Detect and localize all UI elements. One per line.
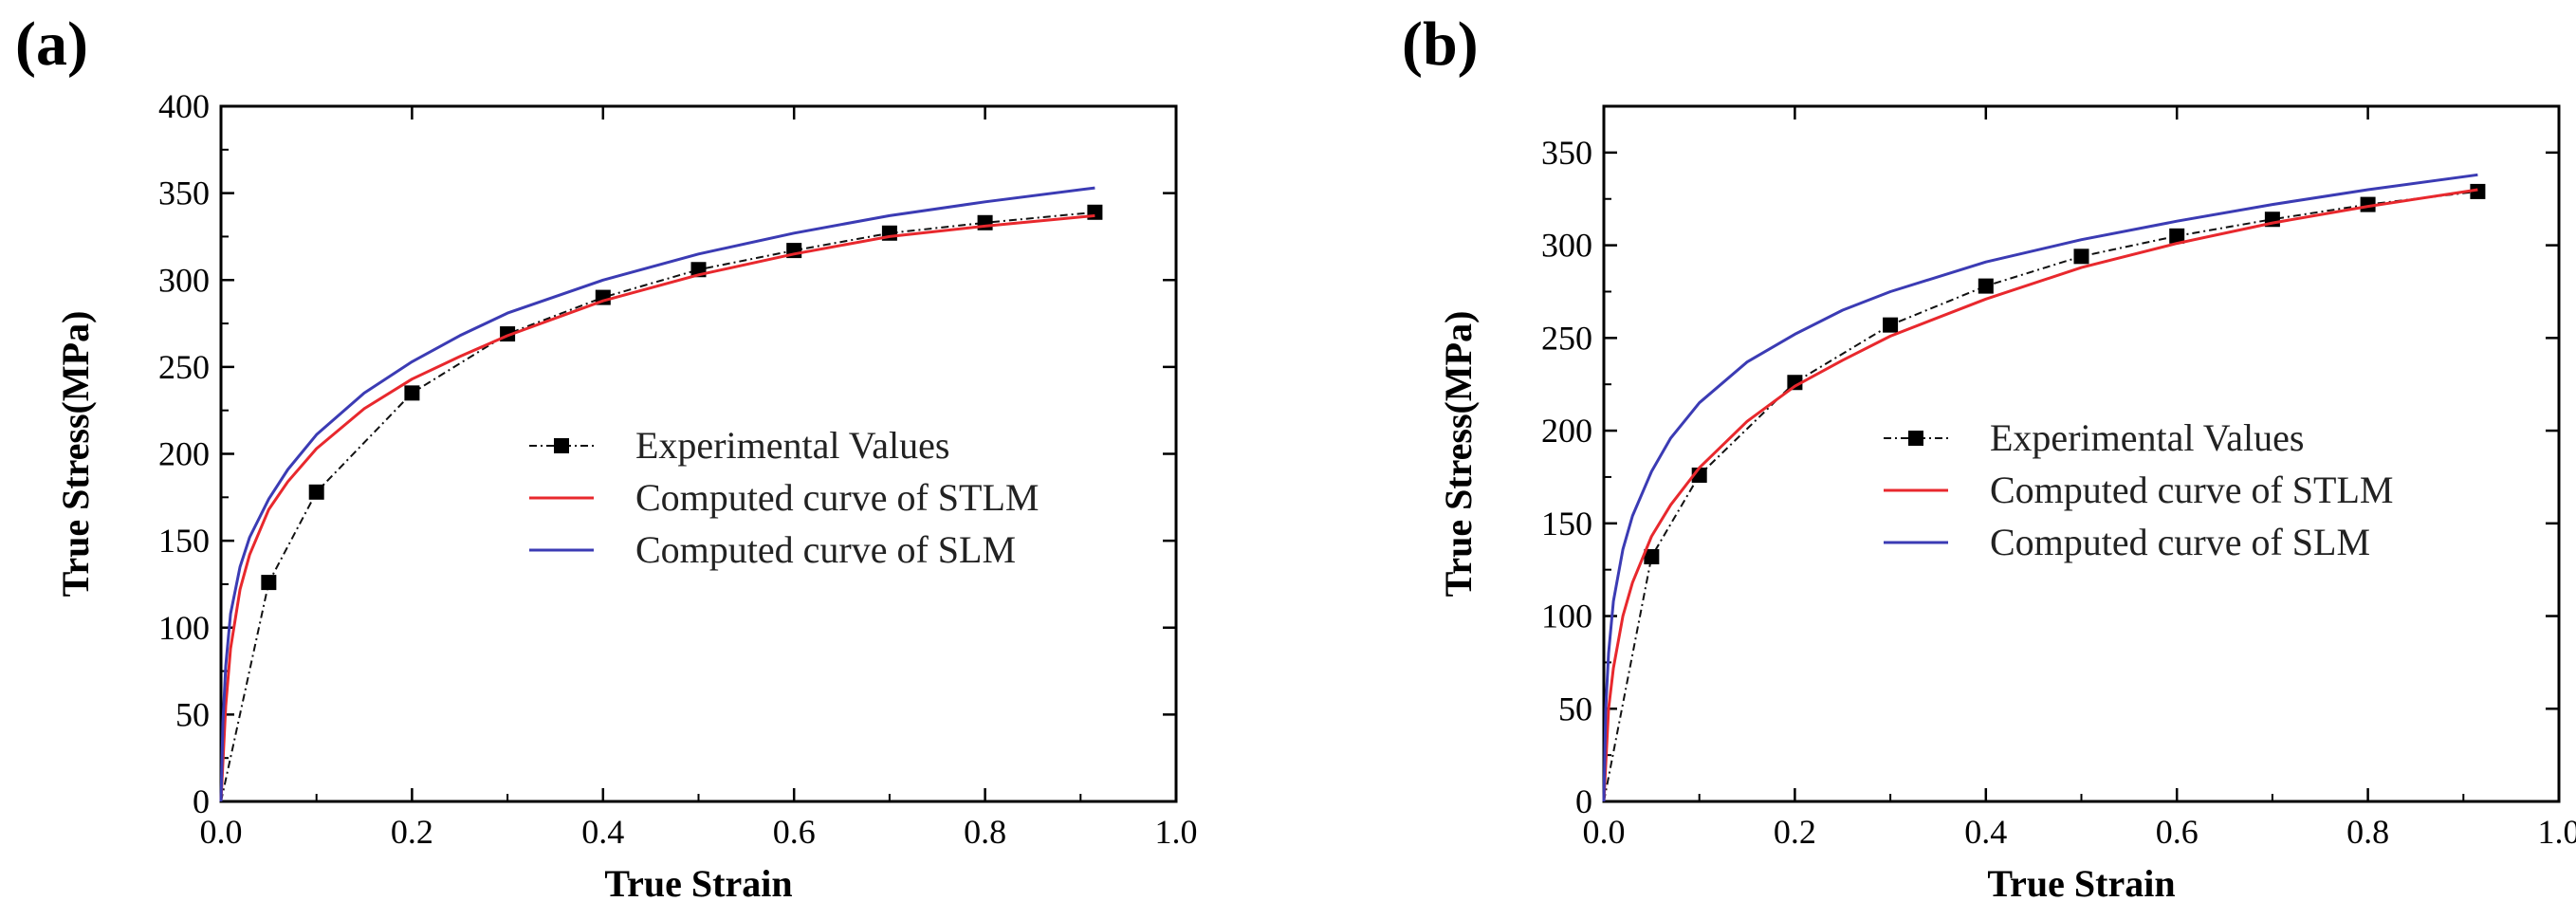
y-axis-title-a: True Stress(MPa)	[54, 311, 97, 598]
series-line-experimental	[1603, 190, 2478, 802]
chart-panel-a: (a) 0.0 0.2 0.4 0.6 0.8 1.0 0 50 100 150 200 250 30…	[15, 9, 1198, 905]
x-tick-label: 0.4	[1964, 813, 2007, 851]
legend-label-stlm-b: Computed curve of STLM	[1990, 469, 2394, 511]
legend-marker-experimental-b	[1908, 431, 1923, 446]
x-tick-label: 0.0	[200, 813, 243, 851]
chart-panel-b: (b) 0.0 0.2 0.4 0.6 0.8 1.0 0 50 100 150 200 250 30…	[1402, 9, 2576, 905]
y-tick-label: 0	[193, 782, 210, 820]
y-axis-title-b: True Stress(MPa)	[1437, 311, 1480, 598]
x-tick-label: 0.6	[773, 813, 816, 851]
y-tick-label: 250	[1541, 319, 1592, 357]
legend-marker-experimental-a	[554, 438, 569, 453]
y-tick-label: 300	[158, 261, 210, 299]
y-tick-label: 100	[1541, 598, 1592, 635]
legend-a: Experimental Values Computed curve of ST…	[529, 424, 1040, 571]
data-point-experimental	[308, 484, 324, 500]
x-axis-title-b: True Strain	[1987, 862, 2175, 905]
panel-label-a: (a)	[15, 9, 88, 79]
y-tick-label: 50	[175, 695, 210, 733]
x-tick-label: 0.6	[2156, 813, 2199, 851]
y-tick-label: 150	[1541, 505, 1592, 543]
x-tick-label: 0.0	[1583, 813, 1626, 851]
legend-label-slm-b: Computed curve of SLM	[1990, 521, 2370, 563]
x-tick-label: 0.8	[964, 813, 1006, 851]
y-tick-label: 400	[158, 87, 210, 125]
y-tick-label: 200	[158, 435, 210, 473]
legend-entry-experimental-a: Experimental Values	[529, 424, 949, 467]
legend-entry-stlm-a: Computed curve of STLM	[529, 476, 1040, 519]
y-tick-label: 150	[158, 522, 210, 560]
y-tick-label: 350	[1541, 134, 1592, 172]
y-tick-label: 300	[1541, 227, 1592, 265]
x-tick-label: 0.4	[581, 813, 624, 851]
y-ticks-a: 0 50 100 150 200 250 300 350 400	[158, 87, 1176, 820]
data-point-experimental	[1978, 278, 1994, 294]
data-point-experimental	[2073, 248, 2089, 265]
y-tick-label: 0	[1575, 782, 1592, 820]
plot-area-a: 0.0 0.2 0.4 0.6 0.8 1.0 0 50 100 150 200 250 300 350…	[158, 87, 1198, 851]
y-tick-label: 350	[158, 175, 210, 212]
legend-entry-stlm-b: Computed curve of STLM	[1884, 469, 2394, 511]
y-tick-label: 50	[1558, 690, 1592, 727]
legend-label-stlm-a: Computed curve of STLM	[635, 476, 1040, 519]
x-ticks-a: 0.0 0.2 0.4 0.6 0.8 1.0	[200, 106, 1198, 851]
data-point-experimental	[1787, 375, 1803, 391]
legend-entry-experimental-b: Experimental Values	[1884, 416, 2304, 459]
x-axis-title-a: True Strain	[604, 862, 792, 905]
y-tick-label: 200	[1541, 412, 1592, 450]
series-group-a	[219, 186, 1103, 802]
y-tick-label: 100	[158, 609, 210, 647]
legend-b: Experimental Values Computed curve of ST…	[1884, 416, 2394, 563]
x-tick-label: 0.2	[1774, 813, 1816, 851]
x-tick-label: 0.8	[2346, 813, 2389, 851]
series-line-slm	[219, 186, 1095, 802]
series-line-stlm	[219, 213, 1095, 802]
series-line-stlm	[1602, 188, 2478, 802]
legend-label-slm-a: Computed curve of SLM	[635, 528, 1016, 571]
legend-label-experimental-b: Experimental Values	[1990, 416, 2304, 459]
data-point-experimental	[261, 575, 277, 591]
data-point-experimental	[2169, 228, 2185, 244]
legend-entry-slm-b: Computed curve of SLM	[1884, 521, 2370, 563]
data-point-experimental	[404, 385, 420, 401]
series-line-slm	[1602, 173, 2478, 802]
data-point-experimental	[2470, 183, 2486, 199]
x-tick-label: 1.0	[2538, 813, 2576, 851]
plot-area-b: 0.0 0.2 0.4 0.6 0.8 1.0 0 50 100 150 200 250 300 350	[1541, 104, 2576, 851]
y-ticks-b: 0 50 100 150 200 250 300 350	[1541, 134, 2559, 820]
y-tick-label: 250	[158, 348, 210, 386]
series-group-b	[1602, 173, 2486, 802]
x-tick-label: 0.2	[391, 813, 433, 851]
data-point-experimental	[1883, 317, 1899, 333]
legend-label-experimental-a: Experimental Values	[635, 424, 949, 467]
x-tick-label: 1.0	[1155, 813, 1198, 851]
panel-label-b: (b)	[1402, 9, 1479, 79]
data-point-experimental	[1644, 548, 1660, 564]
legend-entry-slm-a: Computed curve of SLM	[529, 528, 1016, 571]
x-ticks-b: 0.0 0.2 0.4 0.6 0.8 1.0	[1583, 106, 2576, 851]
